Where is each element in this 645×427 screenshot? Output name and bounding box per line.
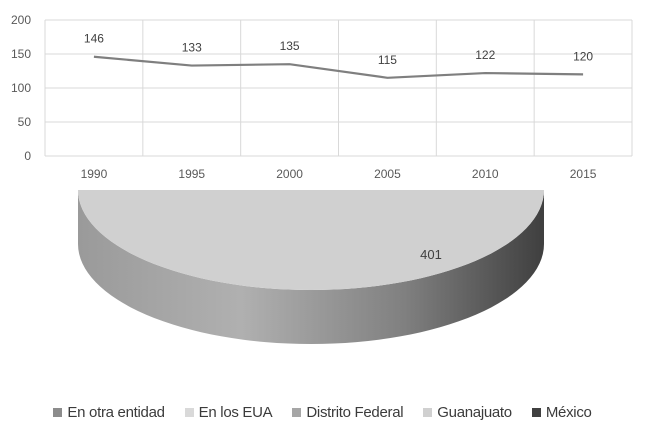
legend-label: México	[545, 403, 592, 421]
legend-label: Distrito Federal	[306, 403, 404, 421]
pie-data-label: 401	[420, 247, 442, 262]
pie-side-wall	[78, 190, 544, 344]
y-tick-label: 100	[11, 81, 31, 95]
legend-swatch	[423, 407, 433, 417]
legend-label: Guanajuato	[437, 403, 512, 421]
data-label: 133	[182, 41, 202, 55]
legend-label: En otra entidad	[67, 403, 165, 421]
y-tick-label: 0	[24, 149, 31, 163]
data-label: 115	[378, 53, 397, 67]
data-label: 146	[84, 32, 104, 46]
x-tick-label: 2010	[472, 167, 499, 181]
legend-item: Distrito Federal	[292, 400, 404, 424]
legend-item: En otra entidad	[53, 400, 165, 424]
data-label: 120	[573, 49, 593, 63]
legend-swatch	[184, 407, 194, 417]
y-tick-label: 200	[11, 13, 31, 27]
data-label: 135	[280, 39, 300, 53]
legend-item: México	[531, 400, 592, 424]
x-tick-label: 1990	[81, 167, 108, 181]
x-tick-label: 1995	[178, 167, 205, 181]
x-tick-label: 2005	[374, 167, 401, 181]
legend: En otra entidad En los EUA Distrito Federa…	[0, 400, 645, 424]
y-tick-label: 150	[11, 47, 31, 61]
legend-item: Guanajuato	[423, 400, 512, 424]
x-tick-label: 2015	[570, 167, 597, 181]
line-chart: 0 50 100 150 200 1990 1995 2000 2005 2010 2015 14…	[0, 0, 645, 190]
legend-swatch	[292, 407, 302, 417]
x-tick-label: 2000	[276, 167, 303, 181]
data-label: 122	[475, 48, 495, 62]
legend-label: En los EUA	[198, 403, 273, 421]
legend-swatch	[53, 407, 63, 417]
line-series	[93, 55, 584, 79]
y-tick-label: 50	[18, 115, 32, 129]
legend-swatch	[531, 407, 541, 417]
legend-item: En los EUA	[184, 400, 273, 424]
